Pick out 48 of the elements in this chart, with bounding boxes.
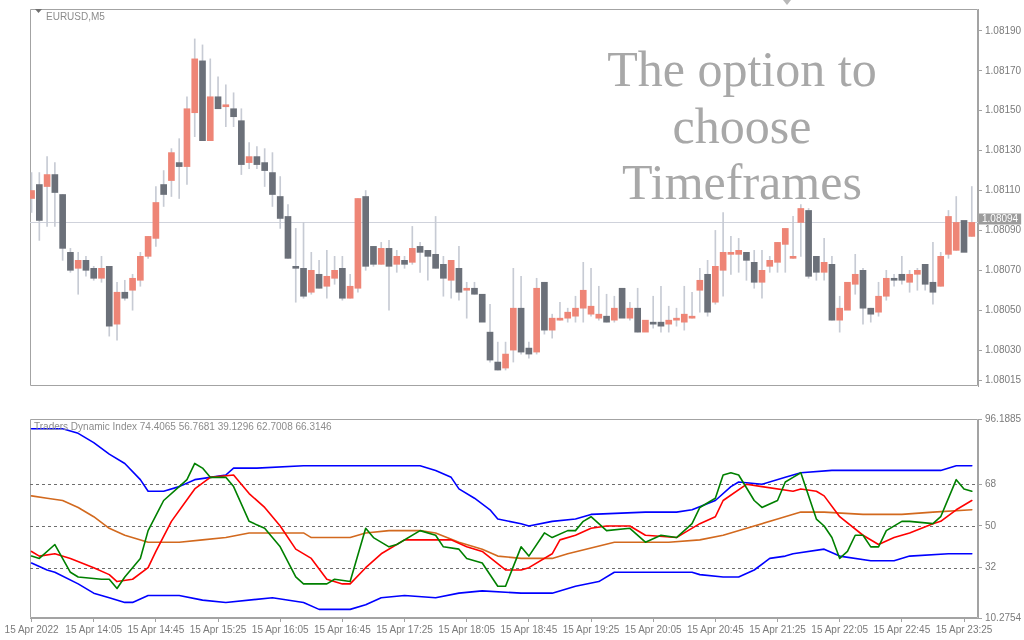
- y-tick-label: 96.1885: [985, 412, 1022, 424]
- annotation: The option to choose Timeframes: [607, 41, 877, 210]
- y-tick-label: 50: [985, 519, 997, 531]
- y-tick-label: 32: [985, 561, 997, 573]
- y-tick-label: 68: [985, 478, 997, 490]
- y-tick-label: 10.2754: [985, 611, 1022, 623]
- y-tick-label: 1.08030: [985, 343, 1022, 355]
- x-tick-label: 15 Apr 20:05: [624, 623, 682, 635]
- candlestick: [960, 220, 968, 253]
- x-tick-label: 15 Apr 14:45: [127, 623, 185, 635]
- x-tick-label: 15 Apr 18:05: [438, 623, 496, 635]
- candlestick: [74, 252, 82, 295]
- candlestick: [929, 242, 937, 305]
- x-tick-label: 15 Apr 15:25: [189, 623, 247, 635]
- candlestick: [642, 319, 649, 333]
- candlestick: [696, 267, 704, 313]
- y-tick-label: 1.08170: [985, 64, 1022, 76]
- candlestick: [890, 273, 898, 287]
- y-tick-label: 1.08015: [985, 373, 1022, 385]
- y-tick-label: 1.08050: [985, 303, 1022, 315]
- x-tick-label: 15 Apr 16:05: [251, 623, 309, 635]
- y-tick-label: 1.08070: [985, 264, 1022, 276]
- x-tick-label: 15 Apr 20:45: [687, 623, 745, 635]
- x-tick-label: 15 Apr 22:05: [811, 623, 869, 635]
- x-tick-label: 15 Apr 23:25: [935, 623, 993, 635]
- candlestick: [175, 138, 183, 199]
- x-tick-label: 15 Apr 14:05: [65, 623, 123, 635]
- x-tick-label: 15 Apr 18:45: [500, 623, 558, 635]
- y-tick-label: 1.08090: [985, 224, 1022, 236]
- candlestick: [898, 256, 906, 285]
- x-tick-label: 15 Apr 16:45: [314, 623, 372, 635]
- y-tick-label: 1.08130: [985, 144, 1022, 156]
- candlestick: [820, 238, 828, 281]
- x-tick-label: 15 Apr 17:25: [376, 623, 434, 635]
- candlestick: [416, 242, 424, 273]
- candlestick: [618, 287, 626, 319]
- y-tick-label: 1.08190: [985, 24, 1022, 36]
- y-tick-label: 1.08110: [985, 184, 1021, 196]
- candlestick: [463, 281, 471, 319]
- candlestick: [245, 142, 253, 169]
- x-tick-label: 15 Apr 2022: [4, 623, 59, 635]
- x-tick-label: 15 Apr 19:25: [562, 623, 620, 635]
- ref-line-label: 1.08094: [982, 212, 1019, 224]
- x-tick-label: 15 Apr 22:45: [873, 623, 931, 635]
- x-tick-label: 15 Apr 21:25: [749, 623, 807, 635]
- chart-title: EURUSD,M5: [46, 10, 106, 22]
- y-tick-label: 1.08150: [985, 104, 1022, 116]
- candlestick: [222, 84, 230, 128]
